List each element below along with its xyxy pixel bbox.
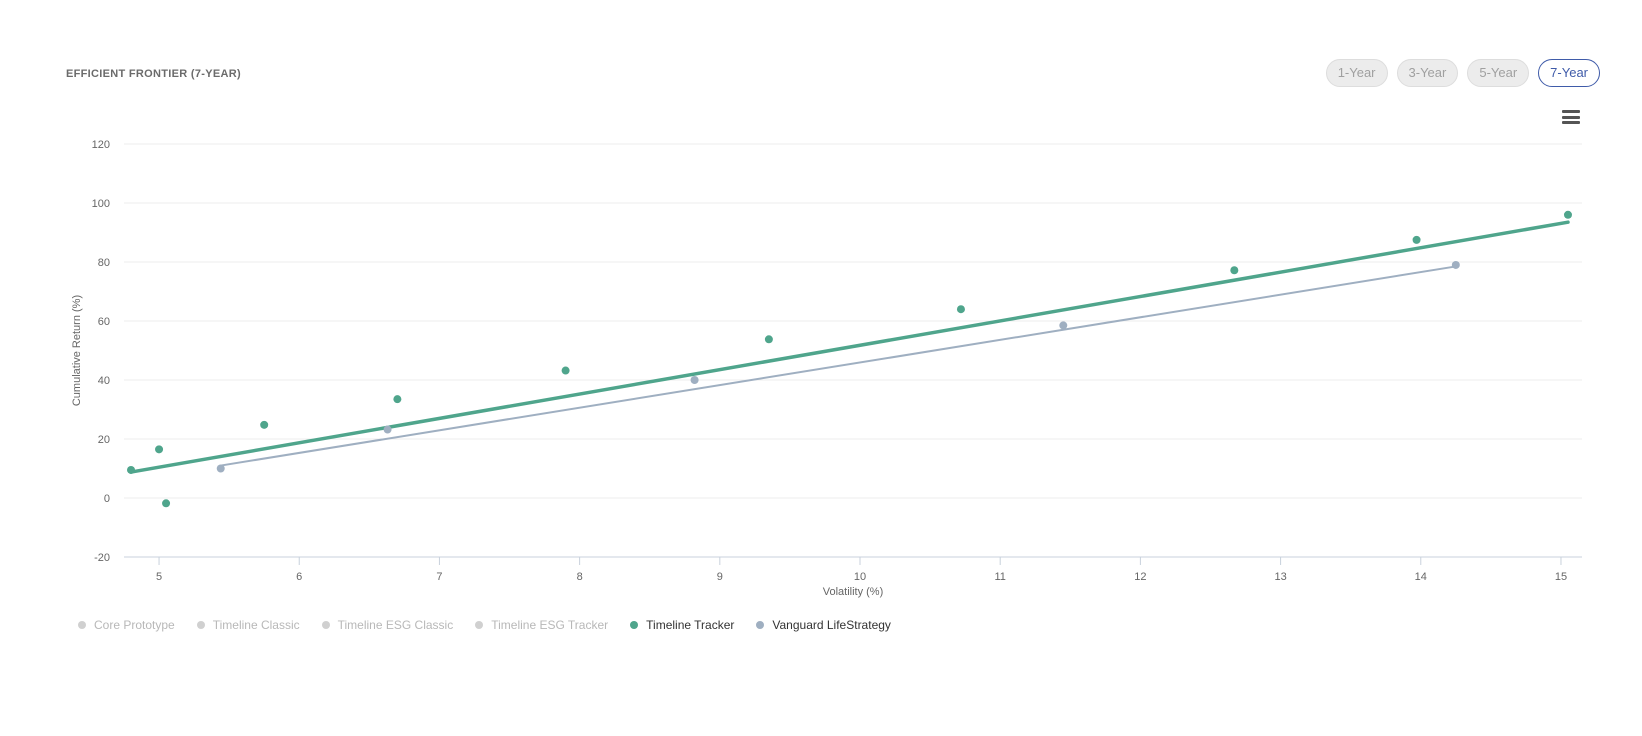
legend-item-timeline-esg-tracker[interactable]: Timeline ESG Tracker (475, 618, 608, 632)
x-tick-label: 11 (994, 571, 1005, 583)
data-point-timeline-tracker (162, 499, 171, 508)
legend-dot (475, 621, 484, 629)
data-point-vanguard-lifestrategy (1059, 321, 1068, 330)
data-point-timeline-tracker (956, 305, 965, 314)
x-tick-label: 14 (1415, 571, 1427, 583)
y-tick-label: 80 (98, 257, 110, 269)
period-tab-7-year[interactable]: 7-Year (1538, 59, 1600, 87)
trendline-vanguard-lifestrategy (219, 265, 1457, 467)
period-tab-3-year[interactable]: 3-Year (1396, 59, 1459, 87)
trendline-timeline-tracker (129, 220, 1570, 474)
legend-label: Core Prototype (94, 618, 175, 632)
legend-dot (321, 621, 330, 629)
legend-label: Timeline Tracker (646, 618, 735, 632)
legend-label: Timeline Classic (212, 618, 300, 632)
data-point-timeline-tracker (1563, 210, 1572, 219)
x-tick-label: 6 (296, 571, 302, 583)
hamburger-menu-icon[interactable] (1562, 110, 1580, 124)
x-tick-label: 12 (1134, 571, 1146, 583)
data-point-timeline-tracker (260, 420, 269, 429)
data-point-timeline-tracker (127, 465, 136, 474)
data-point-vanguard-lifestrategy (1451, 260, 1460, 269)
data-point-timeline-tracker (155, 445, 164, 454)
legend-item-timeline-esg-classic[interactable]: Timeline ESG Classic (321, 618, 454, 632)
data-point-timeline-tracker (764, 335, 773, 344)
y-tick-label: 40 (98, 375, 110, 387)
data-point-timeline-tracker (1230, 266, 1239, 275)
legend-item-core-prototype[interactable]: Core Prototype (78, 618, 175, 632)
legend-item-vanguard-lifestrategy[interactable]: Vanguard LifeStrategy (756, 618, 891, 632)
legend-label: Vanguard LifeStrategy (772, 618, 891, 632)
x-tick-label: 13 (1274, 571, 1286, 583)
y-tick-label: 0 (104, 493, 110, 505)
legend-item-timeline-tracker[interactable]: Timeline Tracker (630, 618, 734, 632)
legend-label: Timeline ESG Classic (337, 618, 454, 632)
y-tick-label: 60 (98, 316, 110, 328)
x-tick-label: 5 (156, 571, 162, 583)
y-tick-label: -20 (94, 552, 110, 564)
period-selector: 1-Year 3-Year 5-Year 7-Year (1325, 59, 1600, 87)
data-point-timeline-tracker (561, 366, 570, 375)
y-axis-title: Cumulative Return (%) (71, 295, 83, 406)
chart-legend: Core Prototype Timeline Classic Timeline… (78, 618, 891, 632)
legend-dot (756, 621, 765, 629)
x-tick-label: 7 (436, 571, 442, 583)
efficient-frontier-chart: -20 0 20 40 60 80 100 120 5 6 7 8 9 10 11 12 13 14 15 Volat… (71, 139, 1582, 598)
legend-dot (78, 621, 86, 629)
chart-title: EFFICIENT FRONTIER (7-YEAR) (66, 68, 241, 80)
x-tick-label: 9 (717, 571, 723, 583)
period-tab-1-year[interactable]: 1-Year (1325, 59, 1388, 87)
legend-label: Timeline ESG Tracker (491, 618, 609, 632)
x-tick-label: 10 (854, 571, 866, 583)
legend-item-timeline-classic[interactable]: Timeline Classic (196, 618, 300, 632)
data-point-vanguard-lifestrategy (690, 376, 699, 384)
y-tick-label: 120 (92, 139, 110, 151)
legend-dot (630, 621, 639, 629)
y-tick-label: 100 (92, 198, 110, 210)
data-point-vanguard-lifestrategy (216, 464, 225, 473)
data-point-timeline-tracker (1412, 235, 1421, 244)
legend-dot (196, 621, 205, 629)
y-tick-label: 20 (98, 434, 110, 446)
x-axis-title: Volatility (%) (823, 586, 884, 598)
x-tick-label: 8 (577, 571, 583, 583)
data-point-vanguard-lifestrategy (383, 425, 392, 434)
period-tab-5-year[interactable]: 5-Year (1467, 59, 1530, 87)
data-point-timeline-tracker (393, 395, 402, 404)
x-tick-label: 15 (1555, 571, 1567, 583)
